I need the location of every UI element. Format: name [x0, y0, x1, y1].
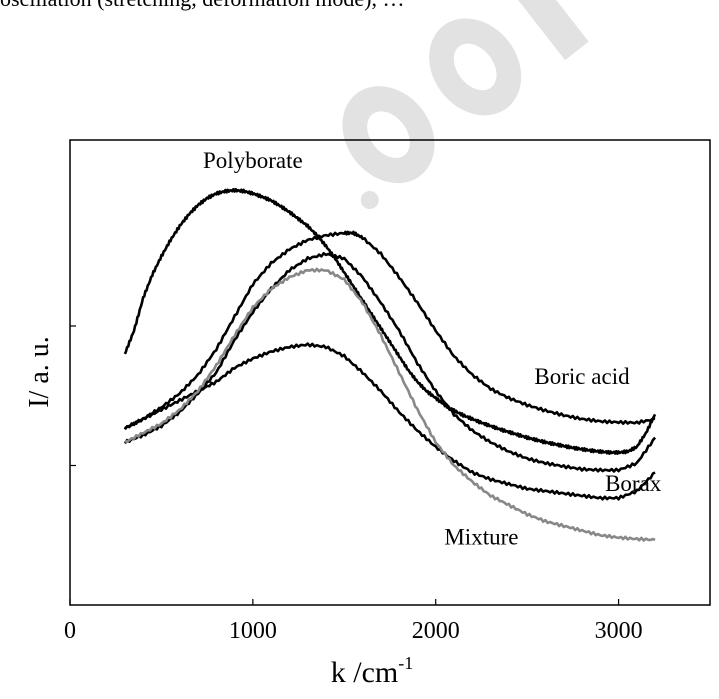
x-tick-label: 0 — [64, 618, 76, 644]
series-label-boric-acid: Boric acid — [534, 364, 630, 389]
series-line-unlabelled-3 — [124, 342, 656, 501]
series-label-borax: Borax — [605, 471, 662, 496]
x-axis-title: k /cm-1 — [331, 653, 414, 689]
series-line-borax — [123, 252, 657, 473]
x-tick-label: 2000 — [412, 618, 460, 644]
x-tick-label: 1000 — [229, 618, 277, 644]
series-line-mixture — [124, 267, 656, 542]
tick-layer: 0 1000 2000 3000 — [64, 325, 643, 644]
header-text: oscillation (stretching, deformation mod… — [0, 0, 404, 12]
x-axis-title-text: k /cm — [331, 656, 399, 689]
header-text-fragment: oscillation (stretching, deformation mod… — [0, 0, 719, 26]
series-line-boric-acid — [123, 230, 656, 431]
series-layer — [123, 187, 657, 542]
series-label-mixture: Mixture — [444, 525, 518, 550]
y-axis-title: I/ a. u. — [24, 336, 55, 408]
label-layer: Polyborate Boric acid Borax Mixture — [203, 148, 662, 550]
x-tick-label: 3000 — [595, 618, 643, 644]
series-label-polyborate: Polyborate — [203, 148, 303, 173]
x-axis-title-exponent: -1 — [398, 653, 413, 673]
plot-frame — [69, 139, 711, 606]
series-line-polyborate — [123, 187, 657, 455]
